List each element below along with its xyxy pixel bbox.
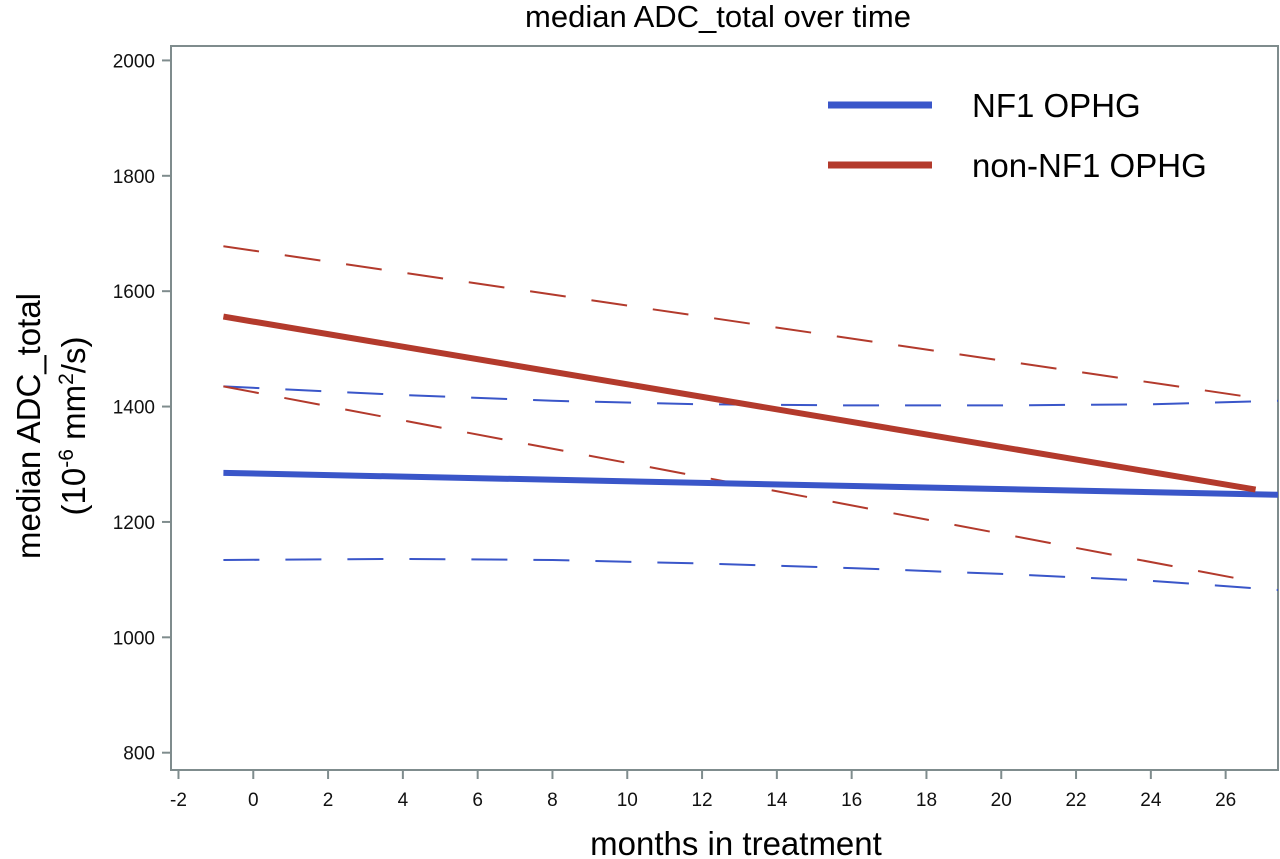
x-tick-label: 6 [472, 790, 483, 811]
y-axis-unit-exponent-1: -6 [55, 449, 78, 468]
legend-label: non-NF1 OPHG [972, 147, 1207, 184]
chart-title: median ADC_total over time [525, 0, 911, 34]
x-tick-label: 4 [398, 790, 409, 811]
y-axis-unit-prefix: (10 [55, 468, 92, 516]
plot-frame [170, 45, 1279, 771]
x-tick-label: 12 [691, 790, 712, 811]
series-layer [222, 245, 1278, 591]
x-axis: -2 0 2 4 6 8 10 12 14 16 18 20 22 24 26 [170, 770, 1236, 811]
x-tick-label: 26 [1215, 790, 1236, 811]
confidence-bound-line [223, 385, 1278, 407]
x-tick-label: 18 [916, 790, 937, 811]
x-tick-label: 8 [547, 790, 558, 811]
series-line [223, 469, 1278, 498]
y-tick-label: 1600 [113, 282, 155, 303]
x-axis-label: months in treatment [590, 825, 882, 859]
y-axis-label: median ADC_total (10-6 mm2/s) [10, 293, 92, 559]
y-axis-label-line2: (10-6 mm2/s) [55, 337, 92, 516]
x-tick-label: -2 [170, 790, 187, 811]
y-axis-unit-suffix: /s) [55, 337, 92, 374]
series-line [222, 313, 1257, 493]
x-tick-label: 24 [1140, 790, 1162, 811]
y-axis-label-line1: median ADC_total [10, 293, 47, 559]
x-tick-label: 16 [841, 790, 862, 811]
y-tick-label: 1800 [113, 167, 155, 188]
y-tick-label: 1000 [113, 628, 155, 649]
y-tick-label: 1400 [113, 398, 155, 419]
x-tick-label: 0 [248, 790, 259, 811]
y-tick-label: 2000 [113, 51, 155, 72]
legend: NF1 OPHG non-NF1 OPHG [828, 87, 1207, 184]
x-tick-label: 10 [617, 790, 638, 811]
x-tick-label: 2 [323, 790, 334, 811]
x-tick-label: 22 [1065, 790, 1086, 811]
y-tick-label: 800 [123, 744, 155, 765]
confidence-bound-line [223, 245, 1256, 399]
confidence-bound-line [223, 557, 1278, 591]
x-tick-label: 20 [991, 790, 1012, 811]
y-axis-unit-mid: mm [55, 385, 92, 449]
y-axis: 800 1000 1200 1400 1600 1800 2000 [113, 51, 171, 765]
x-tick-label: 14 [766, 790, 788, 811]
y-axis-unit-exponent-2: 2 [55, 373, 78, 385]
legend-label: NF1 OPHG [972, 87, 1141, 124]
y-tick-label: 1200 [113, 513, 155, 534]
